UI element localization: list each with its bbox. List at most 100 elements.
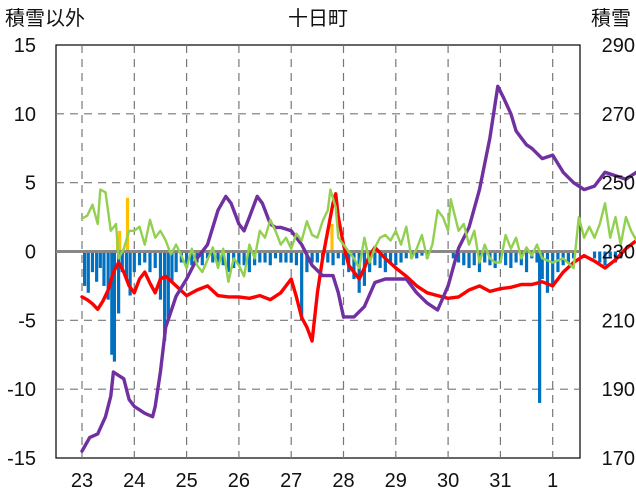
bar	[226, 251, 231, 273]
left-tick-label: 15	[14, 35, 36, 57]
bar	[148, 251, 152, 273]
bar	[102, 251, 106, 286]
bar	[603, 251, 607, 266]
bar	[357, 251, 361, 293]
bar	[373, 251, 377, 266]
bar	[305, 251, 309, 273]
x-tick-label: 27	[280, 470, 302, 492]
bar	[143, 251, 147, 263]
bar	[472, 251, 476, 266]
bar	[404, 251, 408, 259]
bar	[336, 251, 340, 259]
x-tick-label: 26	[228, 470, 250, 492]
bar	[211, 251, 215, 263]
right-tick-label: 230	[602, 242, 635, 264]
x-tick-label: 30	[437, 470, 459, 492]
bar	[190, 251, 194, 266]
bar	[117, 251, 121, 314]
right-tick-label: 250	[602, 173, 635, 195]
bar	[216, 251, 220, 263]
bar	[556, 251, 560, 273]
x-tick-label: 25	[175, 470, 197, 492]
bar	[504, 251, 508, 266]
bar	[598, 251, 602, 263]
bar	[483, 251, 487, 263]
bar	[456, 251, 461, 263]
left-tick-labels: 15 10 5 0 -5 -10 -15	[7, 35, 36, 470]
x-tick-label: 1	[547, 470, 558, 492]
bar	[352, 251, 356, 280]
left-tick-label: 10	[14, 104, 36, 126]
bar	[163, 251, 167, 341]
bar	[467, 251, 471, 269]
bar	[174, 251, 178, 273]
bar	[331, 251, 335, 266]
line-series	[80, 84, 636, 453]
x-tick-labels: 23 24 25 26 27 28 29 30 31 1	[71, 470, 558, 492]
left-tick-label: 5	[25, 173, 36, 195]
series-line	[80, 188, 636, 283]
bar	[120, 251, 124, 273]
x-tick-label: 29	[385, 470, 407, 492]
bar	[613, 251, 618, 263]
bar	[330, 223, 334, 252]
bar	[388, 251, 393, 263]
right-tick-label: 270	[602, 104, 635, 126]
bar	[524, 251, 529, 273]
bar	[170, 251, 174, 282]
bar	[247, 251, 251, 273]
bar	[95, 251, 99, 282]
bar	[415, 251, 419, 259]
right-axis-title: 積雪	[591, 6, 631, 30]
bar	[535, 251, 539, 263]
x-tick-label: 23	[71, 470, 93, 492]
right-tick-labels: 290 270 250 230 210 190 170	[602, 35, 635, 470]
bar	[153, 251, 157, 269]
right-tick-label: 190	[602, 379, 635, 401]
series-line	[80, 191, 636, 343]
bar	[378, 251, 382, 269]
bar	[90, 251, 95, 273]
bar	[98, 251, 102, 269]
bar	[279, 251, 283, 263]
bar	[551, 251, 555, 286]
bar	[83, 251, 87, 286]
bar	[326, 251, 330, 263]
bar	[509, 251, 513, 269]
bar	[514, 251, 518, 263]
bar	[118, 230, 122, 252]
bar	[420, 251, 424, 256]
bar	[289, 251, 293, 263]
bar	[538, 251, 542, 403]
right-tick-label: 290	[602, 35, 635, 57]
left-axis-title: 積雪以外	[5, 6, 85, 30]
left-tick-label: -5	[18, 310, 36, 332]
bar	[106, 251, 110, 300]
bar	[112, 251, 117, 362]
bar	[608, 251, 612, 259]
bar	[294, 251, 299, 266]
bar	[263, 251, 267, 263]
left-tick-label: -10	[7, 379, 36, 401]
bar	[545, 251, 550, 293]
bar	[86, 251, 90, 293]
bar	[540, 251, 544, 280]
chart-title: 十日町	[288, 6, 348, 30]
right-tick-label: 210	[602, 310, 635, 332]
bar	[462, 251, 466, 266]
bar	[221, 251, 225, 266]
bar	[237, 251, 241, 266]
bar	[310, 251, 314, 263]
bar	[158, 251, 163, 300]
bar	[258, 251, 262, 263]
series-line	[80, 84, 636, 453]
bar	[572, 251, 576, 259]
bar	[124, 251, 129, 280]
bar	[341, 251, 346, 266]
bar	[242, 251, 246, 266]
bar	[166, 251, 170, 318]
left-tick-label: 0	[25, 242, 36, 264]
x-tick-label: 31	[489, 470, 511, 492]
